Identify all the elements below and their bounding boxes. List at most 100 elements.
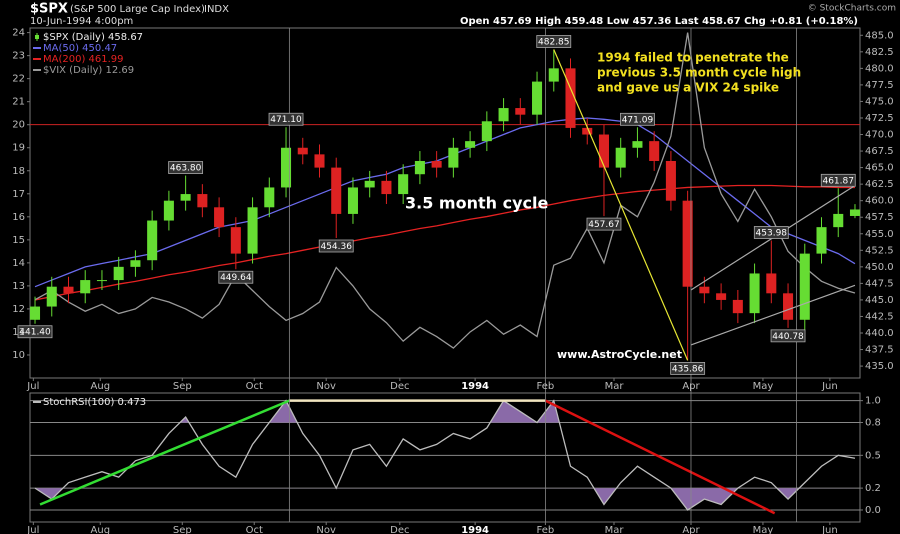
price-label-box — [318, 239, 354, 253]
candle-body — [598, 134, 609, 168]
x-tick-label: Oct — [246, 525, 263, 534]
x-tick-label: Dec — [390, 525, 409, 534]
y-tick-label: 480.0 — [865, 63, 894, 74]
y2-tick-label: 19 — [12, 143, 25, 154]
candle-body — [649, 141, 660, 161]
x-tick-label: Nov — [316, 381, 336, 392]
y2-tick-label: 13 — [12, 281, 25, 292]
y2-tick-label: 23 — [12, 51, 25, 62]
candle-body — [498, 108, 509, 122]
candle-body — [180, 194, 191, 201]
y2-tick-label: 12 — [12, 304, 25, 315]
y-tick-label: 437.5 — [865, 345, 894, 356]
candle-body — [297, 147, 308, 155]
price-label-box — [770, 329, 806, 343]
y2-tick-label: 17 — [12, 189, 25, 200]
candle-body — [783, 293, 794, 320]
y-tick-label: 435.0 — [865, 361, 894, 372]
price-label-box — [218, 270, 254, 284]
main-panel — [29, 27, 861, 379]
legend-label: MA(200) 461.99 — [43, 54, 124, 65]
candle-body — [833, 213, 844, 228]
candle-body — [130, 260, 141, 267]
y-tick-label: 0.5 — [865, 450, 881, 461]
x-tick-label: May — [753, 525, 774, 534]
price-label-box — [17, 325, 53, 339]
credit: © StockCharts.com — [808, 4, 896, 14]
price-label-box — [670, 362, 706, 375]
candle-body — [214, 207, 225, 228]
y-tick-label: 485.0 — [865, 30, 894, 41]
candle-body — [414, 160, 425, 175]
candle-body — [732, 299, 743, 314]
candle-body — [448, 147, 459, 168]
candle-body — [147, 220, 158, 261]
candle-body — [63, 286, 74, 294]
y2-tick-label: 10 — [12, 350, 25, 361]
y2-tick-label: 21 — [12, 97, 25, 108]
y-tick-label: 477.5 — [865, 80, 894, 91]
y-tick-label: 465.0 — [865, 163, 894, 174]
note-line: and gave us a VIX 24 spike — [597, 81, 779, 95]
x-tick-label: Jul — [26, 525, 39, 534]
x-tick-label: Feb — [537, 381, 555, 392]
candle-body — [80, 280, 91, 294]
x-tick-label: May — [753, 381, 774, 392]
x-tick-label: Oct — [246, 381, 263, 392]
site-annotation: www.AstroCycle.net — [557, 348, 682, 361]
x-tick-label: Aug — [91, 525, 111, 534]
legend-swatch — [35, 35, 39, 39]
candle-body — [264, 187, 275, 208]
price-label: 435.86 — [672, 364, 704, 374]
plot-area — [30, 32, 860, 361]
candle-body — [766, 273, 777, 294]
y-tick-label: 450.0 — [865, 262, 894, 273]
series-line — [34, 32, 856, 349]
y-tick-label: 0.2 — [865, 483, 881, 494]
price-label: 440.78 — [772, 332, 804, 342]
y-tick-label: 455.0 — [865, 229, 894, 240]
y-tick-label: 470.0 — [865, 130, 894, 141]
note-line: 1994 failed to penetrate the — [597, 51, 789, 65]
quote: Open 457.69 High 459.48 Low 457.36 Last … — [460, 16, 858, 27]
candle-body — [314, 154, 325, 168]
candle-body — [532, 81, 543, 115]
y-tick-label: 452.5 — [865, 245, 894, 256]
x-tick-label: 1994 — [461, 525, 489, 534]
candle-body — [682, 200, 693, 287]
y-tick-label: 445.0 — [865, 295, 894, 306]
y-tick-label: 1.0 — [865, 396, 881, 407]
price-label: 454.36 — [320, 242, 352, 252]
candle-body — [30, 306, 41, 320]
candle-body — [632, 141, 643, 148]
candle-body — [364, 180, 375, 188]
y2-tick-label: 20 — [12, 120, 25, 131]
price-label: 457.67 — [588, 220, 620, 230]
x-tick-label: Jun — [821, 525, 838, 534]
y2-tick-label: 18 — [12, 166, 25, 177]
price-label: 482.85 — [538, 38, 570, 48]
price-label: 449.64 — [220, 273, 252, 283]
candle-body — [163, 200, 174, 221]
y-tick-label: 467.5 — [865, 146, 894, 157]
y-tick-label: 0.0 — [865, 505, 881, 516]
price-label: 461.87 — [822, 176, 854, 186]
price-label: 441.40 — [19, 328, 51, 338]
candle-body — [565, 68, 576, 128]
x-tick-label: Apr — [682, 381, 700, 392]
price-label: 463.80 — [170, 164, 202, 174]
candle-body — [816, 227, 827, 254]
x-tick-label: 1994 — [461, 381, 489, 392]
candle-body — [96, 280, 107, 282]
candle-body — [665, 160, 676, 201]
price-label-box — [820, 173, 856, 187]
candle-body — [331, 167, 342, 214]
x-tick-label: Sep — [173, 381, 192, 392]
x-tick-label: Jun — [821, 381, 838, 392]
y2-tick-label: 11 — [12, 327, 25, 338]
y-tick-label: 0.8 — [865, 418, 881, 429]
candle-body — [799, 253, 810, 320]
trendline — [690, 284, 856, 346]
x-tick-label: Aug — [91, 381, 111, 392]
